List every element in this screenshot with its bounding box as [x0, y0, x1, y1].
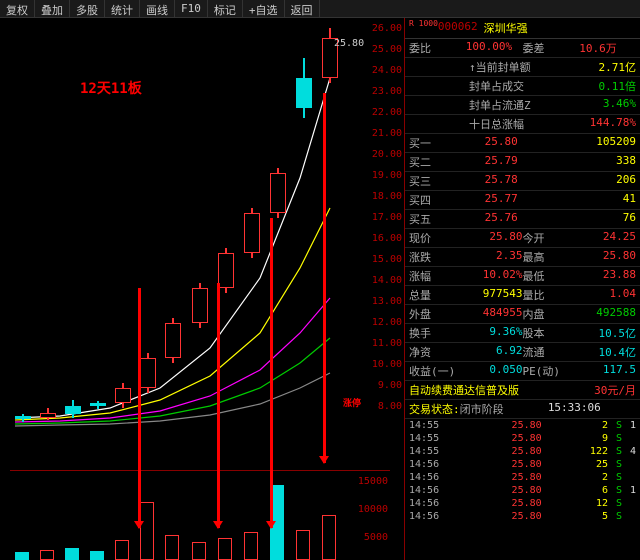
annotation-small: 涨停	[343, 396, 361, 409]
tick-row[interactable]: 14:5525.80122S4	[405, 445, 640, 458]
bid-levels: 买一25.80105209买二25.79338买三25.78206买四25.77…	[405, 134, 640, 229]
tick-row[interactable]: 14:5625.806S1	[405, 484, 640, 497]
stat-row: 涨幅10.02%最低23.88	[405, 267, 640, 286]
chart-area[interactable]: 26.0025.0024.0023.0022.0021.0020.0019.00…	[0, 18, 405, 560]
stat-row: 外盘484955内盘492588	[405, 305, 640, 324]
stat-row: 总量977543量比1.04	[405, 286, 640, 305]
bid-row[interactable]: 买三25.78206	[405, 172, 640, 191]
toolbar-item[interactable]: 叠加	[35, 0, 70, 17]
volume-bar[interactable]	[192, 542, 206, 560]
toolbar-item[interactable]: 标记	[208, 0, 243, 17]
stock-code[interactable]: 000062	[438, 20, 478, 36]
stat-row: 换手9.36%股本10.5亿	[405, 324, 640, 343]
down-arrow-icon	[270, 218, 273, 528]
tick-row[interactable]: 14:5525.809S	[405, 432, 640, 445]
bid-row[interactable]: 买五25.7676	[405, 210, 640, 229]
stock-header: R 1000 000062 深圳华强	[405, 18, 640, 39]
toolbar-item[interactable]: 复权	[0, 0, 35, 17]
ma-lines	[10, 18, 400, 448]
tick-row[interactable]: 14:5525.802S1	[405, 419, 640, 432]
promo-row[interactable]: 自动续费通达信普及版 30元/月	[405, 381, 640, 400]
stat-row: 收益(一)0.050PE(动)117.5	[405, 362, 640, 381]
bid-row[interactable]: 买四25.7741	[405, 191, 640, 210]
top-toolbar: 复权叠加多股统计画线F10标记+自选返回	[0, 0, 640, 18]
down-arrow-icon	[217, 283, 220, 528]
tick-row[interactable]: 14:5625.805S	[405, 510, 640, 523]
volume-panel: 15000100005000	[10, 470, 390, 560]
tick-row[interactable]: 14:5625.8025S	[405, 458, 640, 471]
bid-row[interactable]: 买二25.79338	[405, 153, 640, 172]
toolbar-item[interactable]: 画线	[140, 0, 175, 17]
stat-row: 净资6.92流通10.4亿	[405, 343, 640, 362]
tick-row[interactable]: 14:5625.802S	[405, 471, 640, 484]
toolbar-item[interactable]: 多股	[70, 0, 105, 17]
ratio-row: 委比 100.00% 委差 10.6万	[405, 39, 640, 58]
volume-bar[interactable]	[165, 535, 179, 560]
status-row: 交易状态: 闭市阶段 15:33:06	[405, 400, 640, 419]
volume-bar[interactable]	[15, 552, 29, 560]
main-container: 26.0025.0024.0023.0022.0021.0020.0019.00…	[0, 18, 640, 560]
volume-bar[interactable]	[115, 540, 129, 560]
volume-bar[interactable]	[244, 532, 258, 560]
stat-row: 涨跌2.35最高25.80	[405, 248, 640, 267]
annotation-main: 12天11板	[80, 78, 142, 98]
toolbar-item[interactable]: 返回	[285, 0, 320, 17]
down-arrow-icon	[323, 93, 326, 463]
volume-bar[interactable]	[90, 551, 104, 560]
tick-row[interactable]: 14:5625.8012S	[405, 497, 640, 510]
stock-name[interactable]: 深圳华强	[484, 20, 528, 36]
volume-bar[interactable]	[65, 548, 79, 560]
tick-list[interactable]: 14:5525.802S114:5525.809S14:5525.80122S4…	[405, 419, 640, 523]
volume-bar[interactable]	[322, 515, 336, 560]
quote-panel: R 1000 000062 深圳华强 委比 100.00% 委差 10.6万 ↑…	[405, 18, 640, 560]
down-arrow-icon	[138, 288, 141, 528]
stock-prefix: R 1000	[409, 20, 438, 36]
bid-row[interactable]: 买一25.80105209	[405, 134, 640, 153]
stat-row: 现价25.80今开24.25	[405, 229, 640, 248]
volume-bar[interactable]	[296, 530, 310, 560]
toolbar-item[interactable]: 统计	[105, 0, 140, 17]
stats-block: 现价25.80今开24.25涨跌2.35最高25.80涨幅10.02%最低23.…	[405, 229, 640, 381]
info-block: ↑当前封单额2.71亿封单占成交0.11倍封单占流通Z3.46%十日总涨幅144…	[405, 58, 640, 134]
toolbar-item[interactable]: +自选	[243, 0, 285, 17]
price-label: 25.80	[334, 38, 364, 49]
candlestick-layer	[10, 18, 390, 448]
toolbar-item[interactable]: F10	[175, 0, 208, 17]
volume-bar[interactable]	[218, 538, 232, 560]
volume-bar[interactable]	[40, 550, 54, 560]
